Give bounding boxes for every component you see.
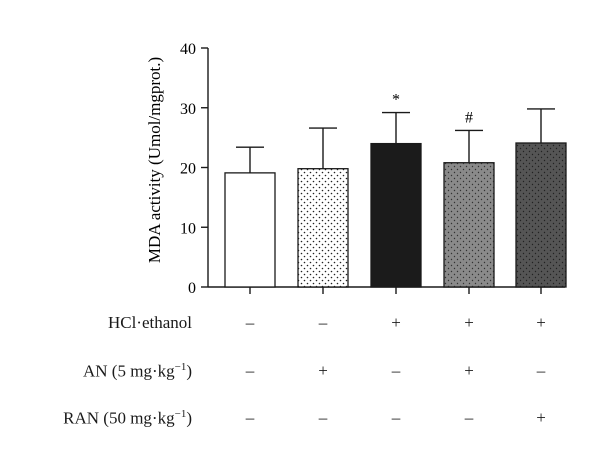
condition-label: RAN (50 mg·kg−1): [63, 408, 192, 429]
condition-minus: –: [318, 313, 328, 332]
y-tick-label: 30: [180, 101, 196, 118]
condition-plus: +: [464, 313, 474, 332]
condition-label-end: ): [186, 408, 192, 428]
condition-row: RAN (50 mg·kg−1) – – – – +: [0, 408, 600, 434]
condition-minus: –: [245, 361, 255, 380]
bar: [224, 172, 276, 288]
condition-minus: –: [318, 408, 328, 427]
condition-label-superscript: −1: [174, 408, 187, 420]
condition-plus: +: [536, 313, 546, 332]
condition-minus: –: [391, 408, 401, 427]
bars: *#: [224, 92, 567, 288]
condition-minus: –: [245, 313, 255, 332]
condition-label-superscript: −1: [174, 361, 187, 373]
condition-minus: –: [391, 361, 401, 380]
y-tick-label: 0: [188, 280, 196, 297]
condition-label: HCl·ethanol: [107, 313, 192, 332]
condition-plus: +: [464, 361, 474, 380]
condition-plus: +: [318, 361, 328, 380]
y-tick-label: 20: [180, 161, 196, 178]
bar: [443, 162, 495, 288]
y-tick-label: 10: [180, 220, 196, 237]
condition-label-text: RAN (50 mg·kg: [63, 408, 175, 428]
condition-label: AN (5 mg·kg−1): [83, 361, 192, 382]
condition-plus: +: [391, 313, 401, 332]
bar: [370, 142, 422, 288]
y-axis-label: MDA activity (Umol/mgprot.): [145, 57, 164, 263]
significance-marker: #: [465, 109, 473, 126]
condition-minus: –: [464, 408, 474, 427]
bar: [297, 168, 349, 288]
y-tick-label: 40: [180, 41, 196, 58]
condition-minus: –: [536, 361, 546, 380]
significance-marker: *: [392, 92, 400, 109]
condition-row: HCl·ethanol – – + + +: [0, 313, 600, 339]
condition-plus: +: [536, 408, 546, 427]
condition-label-end: ): [186, 361, 192, 381]
condition-row: AN (5 mg·kg−1) – + – + –: [0, 361, 600, 387]
condition-minus: –: [245, 408, 255, 427]
condition-label-text: AN (5 mg·kg: [83, 361, 175, 381]
bar: [515, 142, 567, 288]
